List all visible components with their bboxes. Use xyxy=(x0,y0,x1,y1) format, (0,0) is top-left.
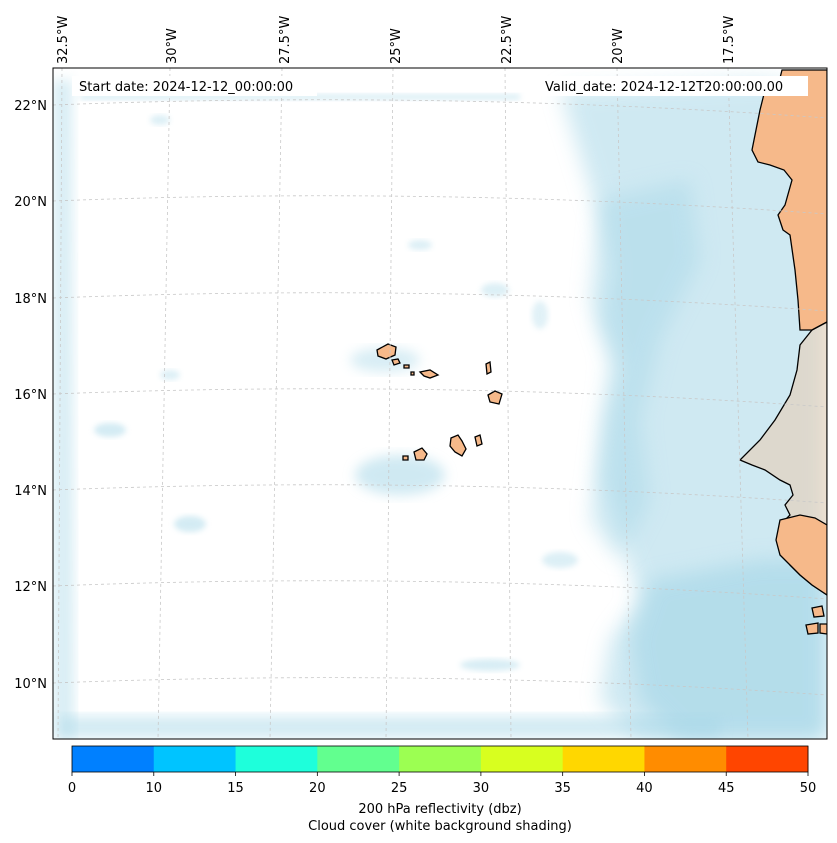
colorbar-segment xyxy=(726,746,809,772)
cloud-south-strip xyxy=(60,716,720,738)
cloud-patch xyxy=(150,115,170,125)
grid-parallel xyxy=(53,195,827,215)
lon-label: 32.5°W xyxy=(56,16,71,64)
colorbar-tick-label: 45 xyxy=(718,781,735,796)
grid-parallel xyxy=(53,99,827,119)
colorbar-segments xyxy=(72,746,809,772)
land-sao-vicente xyxy=(391,358,401,366)
cloud-patch xyxy=(460,659,520,671)
cloud-patch xyxy=(408,240,432,250)
grid-meridian xyxy=(269,68,283,739)
cloud-east-band xyxy=(590,180,700,560)
grid-meridian xyxy=(727,68,749,739)
land-fogo xyxy=(413,447,428,461)
grid-meridian xyxy=(385,68,394,739)
cloud-patch xyxy=(532,301,548,329)
colorbar-tick-label: 25 xyxy=(391,781,408,796)
lat-label: 22°N xyxy=(14,99,47,114)
land-maio xyxy=(474,434,483,447)
lon-label: 17.5°W xyxy=(722,16,737,64)
land-africa-north xyxy=(751,69,827,331)
grid-parallel xyxy=(53,484,827,504)
colorbar-tick-label: 40 xyxy=(636,781,653,796)
land-bijagos-island xyxy=(811,605,825,618)
land-boa-vista xyxy=(487,390,503,405)
land-bijagos-island xyxy=(805,622,819,635)
grid-parallel xyxy=(53,677,827,696)
land-sal xyxy=(485,360,492,376)
lat-label: 18°N xyxy=(14,292,47,307)
graticule xyxy=(53,68,827,739)
colorbar-frame xyxy=(71,745,809,773)
colorbar-segment xyxy=(153,746,237,772)
colorbar-segment xyxy=(317,746,400,772)
lon-label: 30°W xyxy=(165,28,180,64)
colorbar-tick-label: 35 xyxy=(554,781,571,796)
colorbar-label-line2: Cloud cover (white background shading) xyxy=(308,819,572,834)
lon-label: 25°W xyxy=(389,28,404,64)
cloud-patch xyxy=(355,455,445,495)
lon-label: 27.5°W xyxy=(278,16,293,64)
lat-label: 10°N xyxy=(14,677,47,692)
colorbar-tick-label: 50 xyxy=(800,781,817,796)
map-content: Start date: 2024-12-12_00:00:00 Valid_da… xyxy=(53,68,827,739)
colorbar-tick-label: 10 xyxy=(146,781,163,796)
cloud-patch xyxy=(160,370,180,380)
land-santo-antao xyxy=(376,343,397,360)
map-frame xyxy=(52,67,828,740)
grid-meridian xyxy=(616,68,632,739)
grid-parallel xyxy=(53,292,827,312)
grid-meridian xyxy=(504,68,512,739)
cloud-patch xyxy=(350,348,420,372)
grid-parallel xyxy=(53,388,827,408)
land-ilheu xyxy=(410,371,415,376)
colorbar-segment xyxy=(72,746,155,772)
cloud-patch xyxy=(481,283,509,297)
colorbar-segment xyxy=(562,746,645,772)
colorbar-segment xyxy=(399,746,482,772)
grid-meridian xyxy=(157,68,171,739)
grid-meridian xyxy=(57,68,63,739)
latitude-labels: 22°N 20°N 18°N 16°N 14°N 12°N 10°N xyxy=(14,99,47,692)
valid-date-box xyxy=(540,76,808,96)
land-santa-luzia xyxy=(403,364,410,369)
colorbar-ticks: 0 10 15 20 25 30 35 40 45 50 xyxy=(68,772,816,796)
start-date-box xyxy=(72,76,317,96)
colorbar-tick-label: 15 xyxy=(227,781,244,796)
lon-label: 22.5°W xyxy=(500,16,515,64)
land-sao-nicolau xyxy=(418,369,440,379)
colorbar-tick-label: 0 xyxy=(68,781,76,796)
lat-label: 20°N xyxy=(14,195,47,210)
colorbar-label-line1: 200 hPa reflectivity (dbz) xyxy=(358,802,521,817)
colorbar-segment xyxy=(480,746,564,772)
lat-label: 12°N xyxy=(14,580,47,595)
land-brava xyxy=(402,455,409,461)
colorbar-tick-label: 30 xyxy=(473,781,490,796)
cloud-patch xyxy=(94,423,126,437)
lat-label: 16°N xyxy=(14,388,47,403)
longitude-labels: 32.5°W 30°W 27.5°W 25°W 22.5°W 20°W 17.5… xyxy=(56,16,737,64)
land-guinea-bissau xyxy=(775,514,827,596)
lon-label: 20°W xyxy=(611,28,626,64)
start-date-label: Start date: 2024-12-12_00:00:00 xyxy=(79,80,293,95)
colorbar-segment xyxy=(235,746,318,772)
land-santiago xyxy=(449,434,467,457)
lat-label: 14°N xyxy=(14,484,47,499)
grid-parallel xyxy=(53,580,827,600)
land-bijagos-island xyxy=(819,623,827,635)
cloud-west-strip xyxy=(53,80,74,739)
valid-date-label: Valid_date: 2024-12-12T20:00:00.00 xyxy=(545,80,783,95)
cloud-southeast xyxy=(630,560,827,739)
cloud-patch xyxy=(174,516,206,532)
colorbar-segment xyxy=(644,746,727,772)
colorbar-tick-label: 20 xyxy=(309,781,326,796)
cloud-patch xyxy=(542,552,578,568)
colorbar: 0 10 15 20 25 30 35 40 45 50 200 hPa reflectivity… xyxy=(68,745,816,834)
